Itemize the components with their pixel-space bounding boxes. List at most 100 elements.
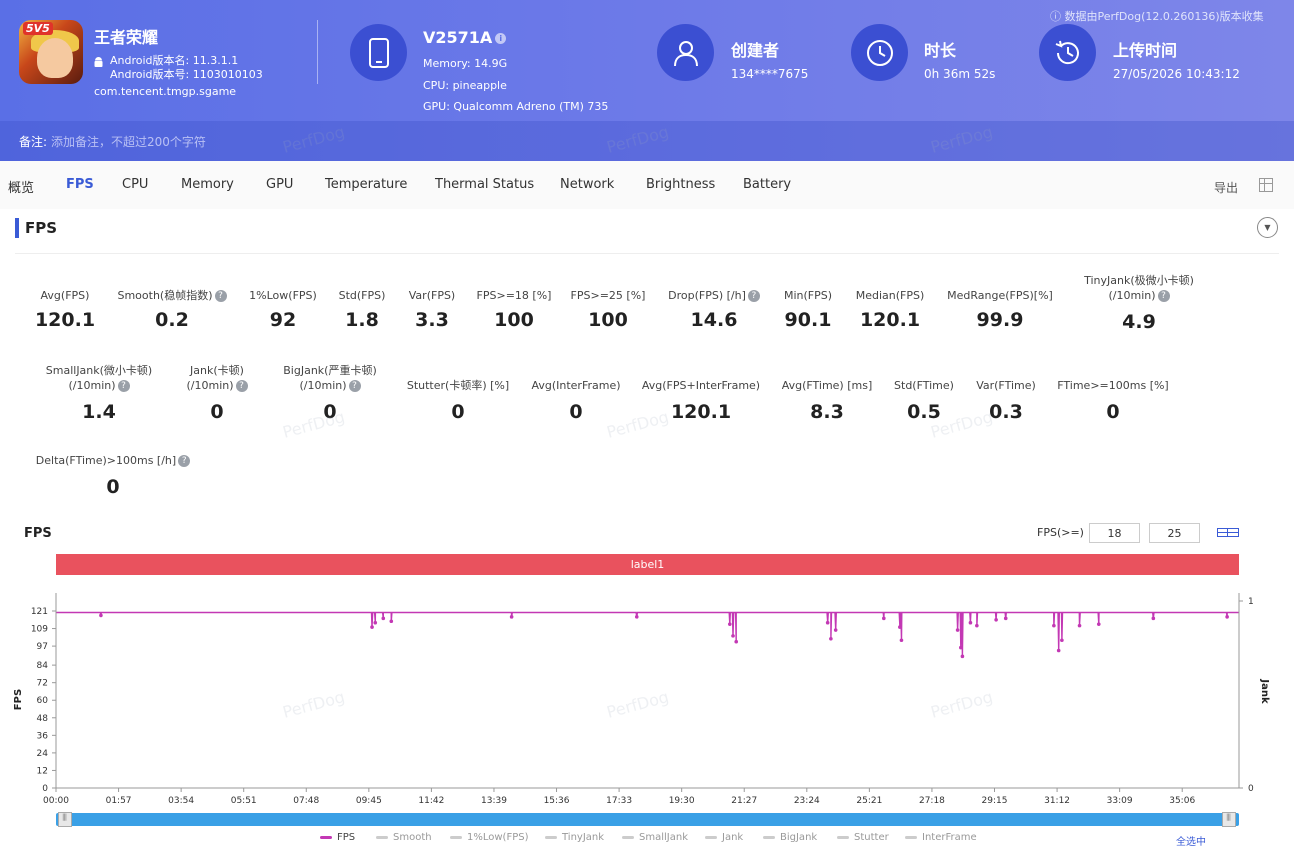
legend-swatch	[763, 835, 775, 839]
stat-jank: Jank(卡顿) (/10min)? 0	[168, 363, 266, 423]
tab-brightness[interactable]: Brightness	[646, 177, 716, 192]
tab-temperature[interactable]: Temperature	[325, 177, 408, 192]
tab-overview[interactable]: 概览	[8, 181, 35, 196]
stat-value: 120.1	[859, 309, 921, 331]
package-name: com.tencent.tmgp.sgame	[94, 85, 237, 98]
table-view-icon[interactable]	[1217, 528, 1239, 537]
tab-gpu[interactable]: GPU	[266, 177, 294, 192]
fps-threshold-2-input[interactable]	[1149, 523, 1200, 543]
stat-label-unit: (/10min)?	[1070, 288, 1208, 303]
x-tick-label: 17:33	[606, 796, 632, 806]
y2-axis-title: Jank	[1259, 678, 1270, 704]
legend-smooth[interactable]: Smooth	[376, 832, 432, 843]
stat-label: Jank(卡顿)	[190, 364, 244, 377]
y-tick-label: 121	[31, 607, 48, 617]
stat-value: 100	[494, 309, 534, 331]
help-icon[interactable]: ?	[747, 290, 760, 302]
time-range-slider[interactable]	[56, 813, 1239, 826]
export-button[interactable]: 导出	[1213, 181, 1238, 195]
android-icon	[93, 57, 104, 71]
legend-stutter[interactable]: Stutter	[837, 832, 889, 843]
legend-tinyjank[interactable]: TinyJank	[545, 832, 604, 843]
fps-dip-point	[899, 638, 904, 643]
stat-value: 1.8	[345, 309, 379, 331]
stat-value: 0.3	[989, 401, 1023, 423]
history-icon	[1039, 24, 1096, 81]
fps-dip-point	[370, 625, 374, 629]
device-cpu: CPU: pineapple	[423, 79, 507, 92]
fps-threshold-1-input[interactable]	[1089, 523, 1140, 543]
fps-dip-point	[99, 613, 103, 618]
x-tick-label: 25:21	[856, 796, 882, 806]
stat-medrange-fps: MedRange(FPS)[%] 99.9	[941, 288, 1059, 331]
help-icon[interactable]: ?	[235, 380, 248, 392]
fps-dip-point	[1052, 623, 1056, 628]
stat-label: BigJank(严重卡顿)	[283, 364, 377, 377]
legend-interframe[interactable]: InterFrame	[905, 832, 977, 843]
x-tick-label: 31:12	[1044, 796, 1070, 806]
collect-note: ⓘ 数据由PerfDog(12.0.260136)版本收集	[1050, 8, 1264, 24]
x-tick-label: 19:30	[669, 796, 695, 806]
tab-thermal-status[interactable]: Thermal Status	[435, 177, 535, 192]
stat-label-text: Drop(FPS) [/h]	[668, 289, 746, 302]
section-divider	[15, 253, 1279, 254]
legend-1pct-low[interactable]: 1%Low(FPS)	[450, 832, 529, 843]
legend-smalljank[interactable]: SmallJank	[622, 832, 688, 843]
tab-fps[interactable]: FPS	[66, 177, 94, 192]
stat-value: 1.4	[82, 401, 116, 423]
fps-dip-point	[734, 639, 739, 644]
y-tick-label: 36	[37, 731, 49, 741]
legend-swatch	[622, 835, 634, 839]
stat-label-text: Delta(FTime)>100ms [/h]	[35, 454, 177, 467]
fps-dip-point	[833, 628, 838, 632]
info-icon[interactable]: i	[495, 33, 507, 44]
stat-smalljank: SmallJank(微小卡顿) (/10min)? 1.4	[30, 363, 168, 423]
legend-jank[interactable]: Jank	[705, 832, 743, 843]
stat-value: 8.3	[810, 401, 844, 423]
collapse-chevron-icon[interactable]: ▼	[1257, 217, 1278, 238]
device-model: V2571A i	[423, 28, 507, 47]
y-tick-label: 84	[37, 661, 49, 671]
x-tick-label: 27:18	[919, 796, 945, 806]
upload-label: 上传时间	[1113, 41, 1178, 60]
tab-memory[interactable]: Memory	[181, 177, 234, 192]
select-all-button[interactable]: 全选中	[1176, 837, 1206, 848]
stat-label: Delta(FTime)>100ms [/h]?	[30, 453, 196, 468]
stat-ftime-ge-100: FTime>=100ms [%] 0	[1052, 378, 1174, 423]
help-icon[interactable]: ?	[214, 290, 227, 302]
x-tick-label: 35:06	[1169, 796, 1195, 806]
slider-handle-left[interactable]	[58, 812, 72, 827]
user-icon	[657, 24, 714, 81]
stat-std-fps: Std(FPS) 1.8	[330, 288, 394, 331]
stat-label-unit: (/10min)?	[168, 378, 266, 393]
help-icon[interactable]: ?	[348, 380, 361, 392]
chart-title: FPS	[24, 526, 52, 541]
help-icon[interactable]: ?	[1157, 290, 1170, 302]
stat-value: 0	[451, 401, 465, 423]
export-icon[interactable]	[1259, 178, 1273, 192]
stat-label-unit-text: (/10min)	[299, 379, 347, 392]
tab-battery[interactable]: Battery	[743, 177, 792, 192]
x-tick-label: 23:24	[794, 796, 820, 806]
slider-handle-right[interactable]	[1222, 812, 1236, 827]
note-bar[interactable]	[0, 121, 1294, 161]
fps-chart[interactable]: 0 12 24 36 48 60 72 84 97 109 121 0 1 FPS Jank 00:00 01…	[0, 585, 1294, 807]
stat-value: 0.2	[155, 309, 189, 331]
label-bar[interactable]: label1	[56, 554, 1239, 575]
help-icon[interactable]: ?	[178, 455, 191, 467]
legend-bigjank[interactable]: BigJank	[763, 832, 817, 843]
stat-value: 90.1	[784, 309, 832, 331]
legend-fps[interactable]: FPS	[320, 832, 355, 843]
x-tick-label: 13:39	[481, 796, 507, 806]
tab-network[interactable]: Network	[560, 177, 615, 192]
y2-tick-label: 0	[1248, 784, 1254, 794]
tab-cpu[interactable]: CPU	[122, 177, 149, 192]
x-tick-label: 29:15	[982, 796, 1008, 806]
fps-dip-point	[1003, 616, 1008, 621]
help-icon[interactable]: ?	[117, 380, 130, 392]
y-axis-title: FPS	[13, 689, 24, 710]
note-input[interactable]: 添加备注，不超过200个字符	[51, 135, 206, 149]
stat-value: 0	[1106, 401, 1120, 423]
stat-label: FTime>=100ms [%]	[1057, 379, 1169, 392]
fps-dip-point	[1151, 616, 1156, 621]
